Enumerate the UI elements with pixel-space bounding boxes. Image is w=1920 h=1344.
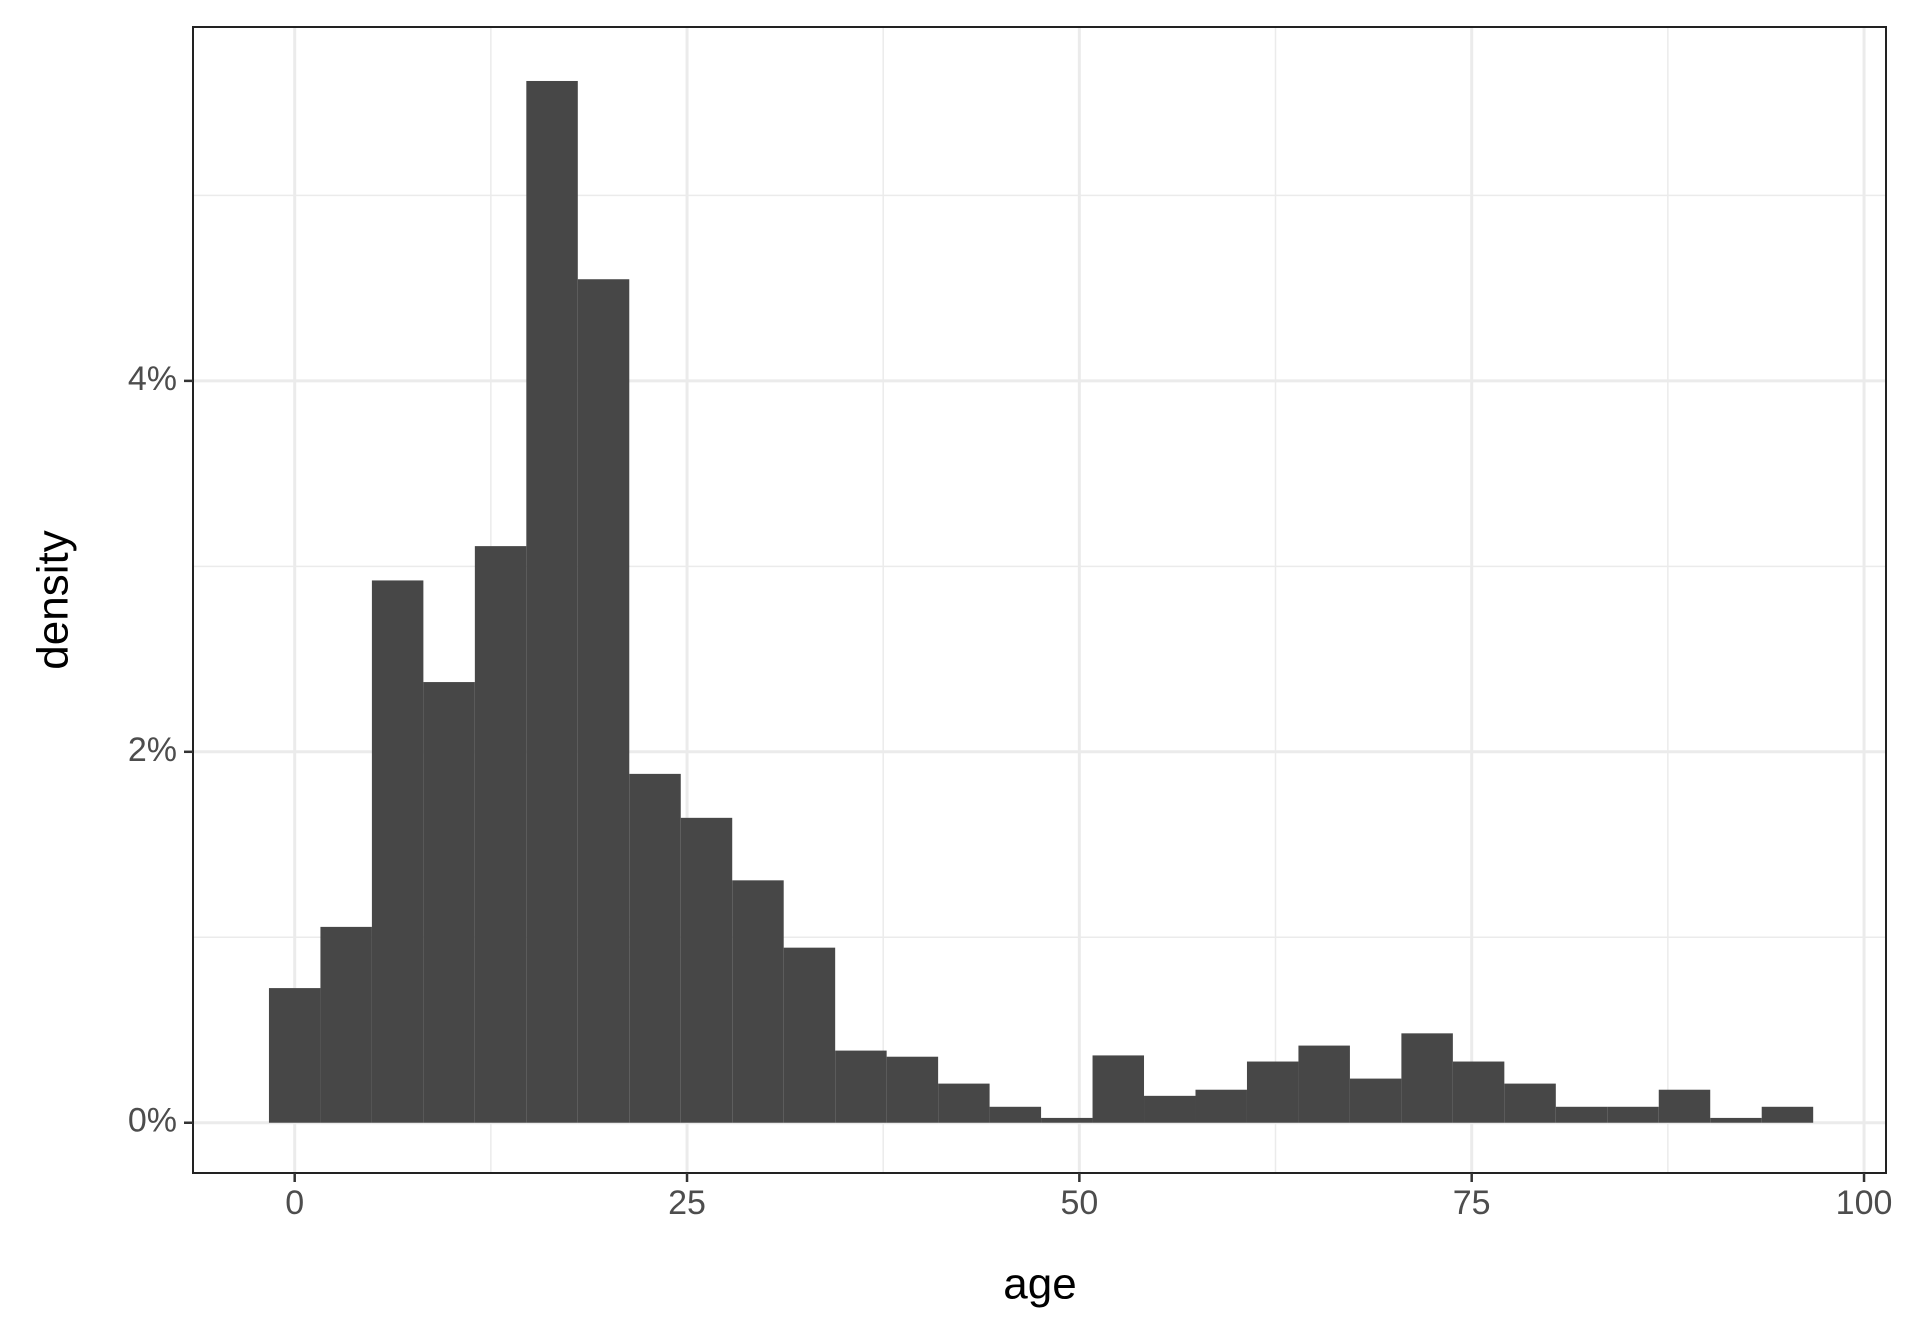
bar: [835, 1050, 887, 1123]
bar: [1092, 1055, 1145, 1123]
bar: [1195, 1089, 1247, 1123]
bar: [1298, 1045, 1350, 1123]
bar: [1144, 1095, 1196, 1123]
axes: 0 25 50 75 100 0% 2% 4%: [128, 360, 1893, 1222]
y-tick-label: 2%: [128, 731, 177, 769]
x-tick-label: 50: [1060, 1184, 1098, 1222]
bar: [1658, 1089, 1711, 1123]
bar: [732, 880, 784, 1123]
bar: [1710, 1117, 1762, 1123]
panel-border: [192, 26, 1887, 1174]
bar: [1452, 1061, 1505, 1123]
x-tick-label: 25: [668, 1184, 706, 1222]
bar: [320, 926, 372, 1123]
bar: [423, 682, 475, 1123]
bar: [1607, 1106, 1659, 1123]
bar: [886, 1056, 939, 1123]
bar: [1041, 1117, 1093, 1123]
bar: [526, 80, 578, 1123]
bar: [680, 817, 733, 1123]
bar: [268, 988, 321, 1123]
bar: [1401, 1033, 1453, 1123]
bar: [1761, 1106, 1814, 1123]
bar: [629, 773, 681, 1123]
bar: [1555, 1106, 1608, 1123]
y-tick-label: 0%: [128, 1102, 177, 1140]
bar: [1246, 1061, 1299, 1123]
bar: [989, 1106, 1042, 1123]
bar: [1349, 1078, 1402, 1123]
bar: [938, 1083, 990, 1123]
bars: [268, 80, 1814, 1123]
bar: [474, 546, 527, 1123]
bar: [577, 279, 630, 1123]
x-tick-label: 0: [285, 1184, 304, 1222]
x-tick-label: 75: [1453, 1184, 1491, 1222]
y-tick-label: 4%: [128, 360, 177, 398]
bar: [371, 580, 424, 1123]
x-axis-title: age: [1003, 1260, 1076, 1309]
x-tick-label: 100: [1836, 1184, 1893, 1222]
bar: [783, 947, 836, 1123]
bar: [1504, 1083, 1556, 1123]
y-axis-title: density: [29, 530, 78, 669]
